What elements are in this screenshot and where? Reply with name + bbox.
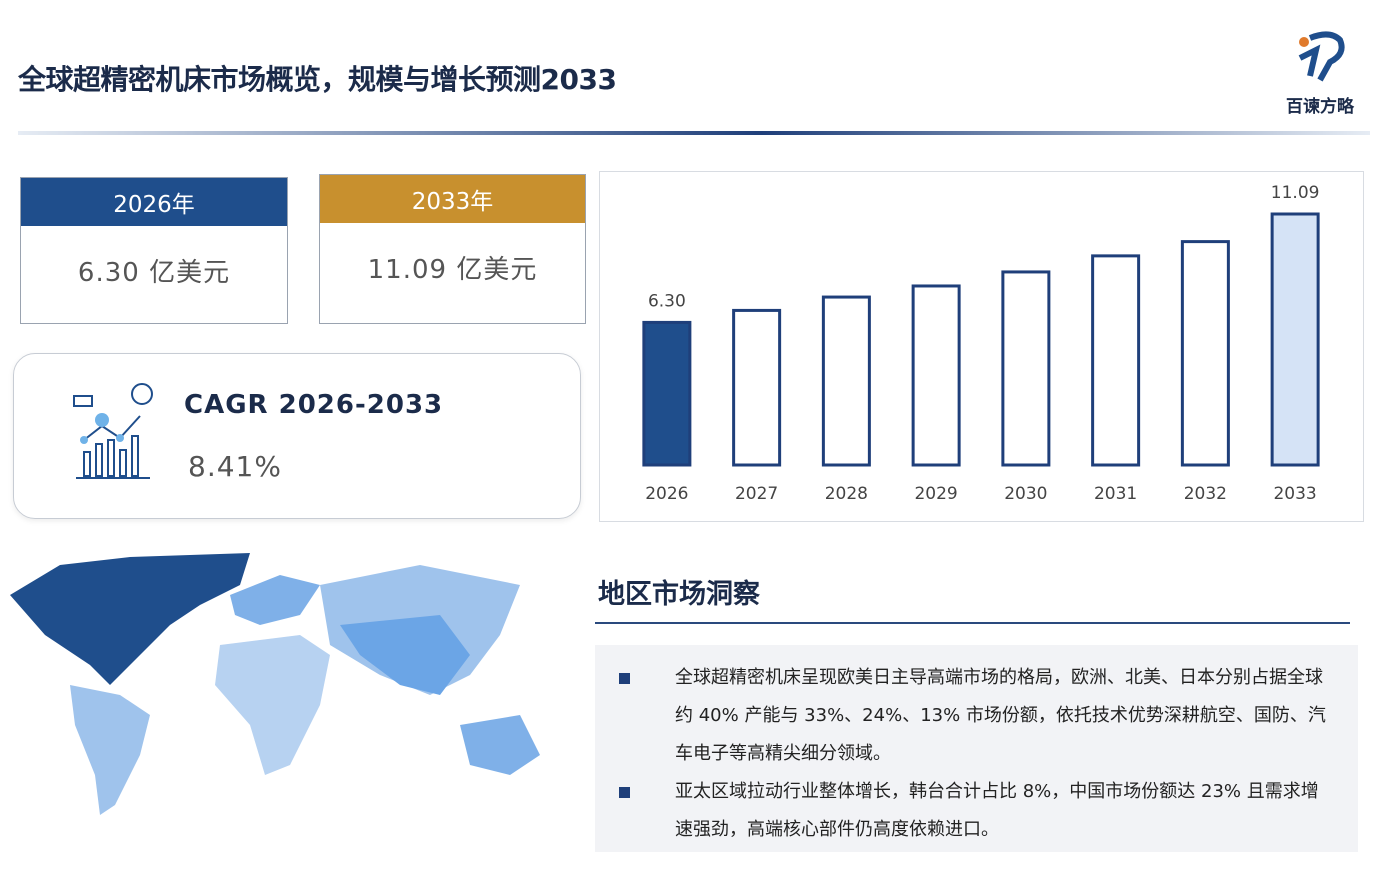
card-year: 2033年 xyxy=(320,175,585,223)
card-value: 6.30 亿美元 xyxy=(77,258,231,288)
logo-mark xyxy=(1298,31,1345,82)
card-value: 11.09 亿美元 xyxy=(367,255,538,285)
x-tick-label: 2030 xyxy=(1004,484,1047,504)
card: 2033年 11.09 亿美元 xyxy=(319,174,586,324)
page-title: 全球超精密机床市场概览，规模与增长预测2033 xyxy=(18,63,617,96)
card-year: 2026年 xyxy=(21,178,287,226)
x-tick-label: 2032 xyxy=(1184,484,1227,504)
x-tick-label: 2026 xyxy=(645,484,688,504)
bar xyxy=(1091,254,1141,467)
cagr-box: CAGR 2026-2033 8.41% xyxy=(13,353,581,519)
x-tick-label: 2027 xyxy=(735,484,778,504)
value-label: 11.09 xyxy=(1271,183,1320,203)
chart: 6.30 2026 2027 2028 2029 2030 2031 2032 11.09 203… xyxy=(642,183,1320,504)
title-rule xyxy=(18,131,1370,135)
bar xyxy=(911,284,961,467)
bar xyxy=(642,320,692,467)
cagr-label: CAGR 2026-2033 xyxy=(184,390,444,420)
world-map xyxy=(10,553,540,815)
bar xyxy=(732,308,782,467)
bullet-box: 全球超精密机床呈现欧美日主导高端市场的格局，欧洲、北美、日本分别占据全球约 40… xyxy=(595,645,1358,852)
x-tick-label: 2029 xyxy=(914,484,957,504)
bullet: 全球超精密机床呈现欧美日主导高端市场的格局，欧洲、北美、日本分别占据全球约 40… xyxy=(595,659,1358,773)
logo: 百谏方略 xyxy=(1270,28,1370,117)
card: 2026年 6.30 亿美元 xyxy=(20,177,288,324)
value-label: 6.30 xyxy=(648,291,686,311)
chart-frame xyxy=(599,171,1364,522)
cagr-value: 8.41% xyxy=(188,450,282,483)
x-tick-label: 2031 xyxy=(1094,484,1137,504)
section-rule xyxy=(595,622,1350,624)
x-tick-label: 2033 xyxy=(1273,484,1316,504)
bar xyxy=(1001,270,1051,467)
x-tick-label: 2028 xyxy=(825,484,868,504)
section-title: 地区市场洞察 xyxy=(598,579,760,610)
logo-text: 百谏方略 xyxy=(1286,97,1354,117)
growth-icon xyxy=(73,383,153,479)
bar xyxy=(1270,212,1320,467)
bullet: 亚太区域拉动行业整体增长，韩台合计占比 8%，中国市场份额达 23% 且需求增速… xyxy=(595,773,1358,849)
bar xyxy=(821,295,871,467)
bar xyxy=(1180,240,1230,467)
